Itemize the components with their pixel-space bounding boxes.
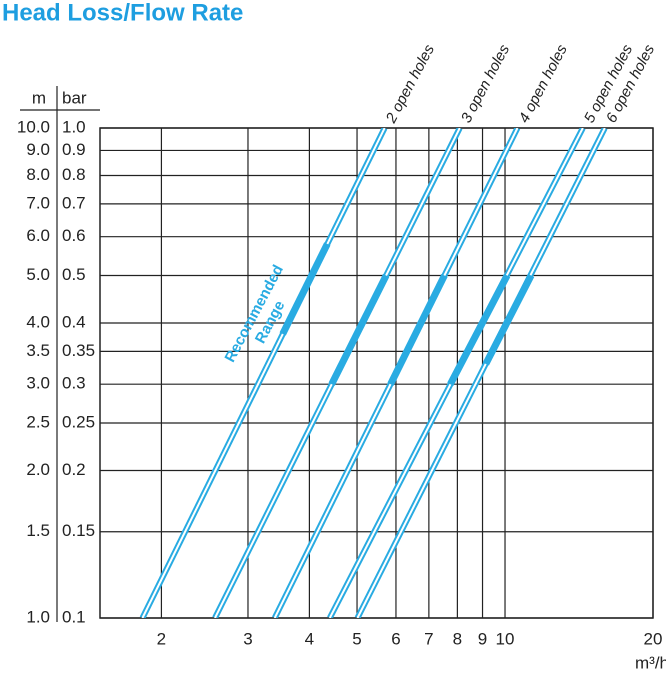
y-tick-label: 9.0	[26, 140, 50, 159]
y-tick-label: 3.0	[26, 374, 50, 393]
series-label: 4 open holes	[515, 41, 571, 125]
x-tick-label: 8	[453, 629, 462, 648]
y2-tick-label: 0.35	[62, 341, 95, 360]
y-tick-label: 4.0	[26, 312, 50, 331]
y2-tick-label: 0.6	[62, 226, 86, 245]
series-label: 2 open holes	[382, 41, 438, 126]
x-tick-label: 6	[391, 629, 400, 648]
x-tick-label: 20	[644, 629, 663, 648]
y-tick-label: 6.0	[26, 226, 50, 245]
y-tick-label: 3.5	[26, 341, 50, 360]
recommended-range	[279, 242, 331, 336]
x-tick-label: 4	[305, 629, 314, 648]
recommended-range	[387, 273, 448, 386]
x-tick-label: 3	[243, 629, 252, 648]
chart-title: Head Loss/Flow Rate	[2, 0, 243, 26]
x-tick-label: 2	[157, 629, 166, 648]
y2-tick-label: 0.1	[62, 607, 86, 626]
y2-tick-label: 0.15	[62, 521, 95, 540]
y-tick-label: 1.5	[26, 521, 50, 540]
y2-axis-label: bar	[62, 88, 87, 107]
recommended-range	[328, 273, 390, 386]
y2-tick-label: 0.4	[62, 312, 86, 331]
y-tick-label: 8.0	[26, 165, 50, 184]
y2-tick-label: 0.5	[62, 265, 86, 284]
series-line-core	[356, 128, 606, 618]
x-tick-label: 5	[352, 629, 361, 648]
y2-tick-label: 0.8	[62, 165, 86, 184]
x-tick-label: 9	[478, 629, 487, 648]
y2-tick-label: 0.25	[62, 412, 95, 431]
y2-tick-label: 0.3	[62, 374, 86, 393]
y-tick-label: 5.0	[26, 265, 50, 284]
x-tick-label: 7	[424, 629, 433, 648]
y2-tick-label: 0.9	[62, 140, 86, 159]
y-tick-label: 7.0	[26, 193, 50, 212]
series-label: 3 open holes	[458, 41, 514, 125]
y-tick-label: 10.0	[17, 117, 50, 136]
y2-tick-label: 1.0	[62, 117, 86, 136]
recommended-range	[447, 273, 511, 386]
y2-tick-label: 0.7	[62, 193, 86, 212]
y-tick-label: 1.0	[26, 607, 50, 626]
x-axis-label: m³/h	[635, 653, 666, 672]
recommended-range	[482, 273, 535, 366]
x-tick-label: 10	[496, 629, 515, 648]
y2-tick-label: 0.2	[62, 460, 86, 479]
series-line-core	[141, 128, 386, 618]
y-axis-label: m	[32, 88, 46, 107]
y-tick-label: 2.0	[26, 460, 50, 479]
y-tick-label: 2.5	[26, 412, 50, 431]
